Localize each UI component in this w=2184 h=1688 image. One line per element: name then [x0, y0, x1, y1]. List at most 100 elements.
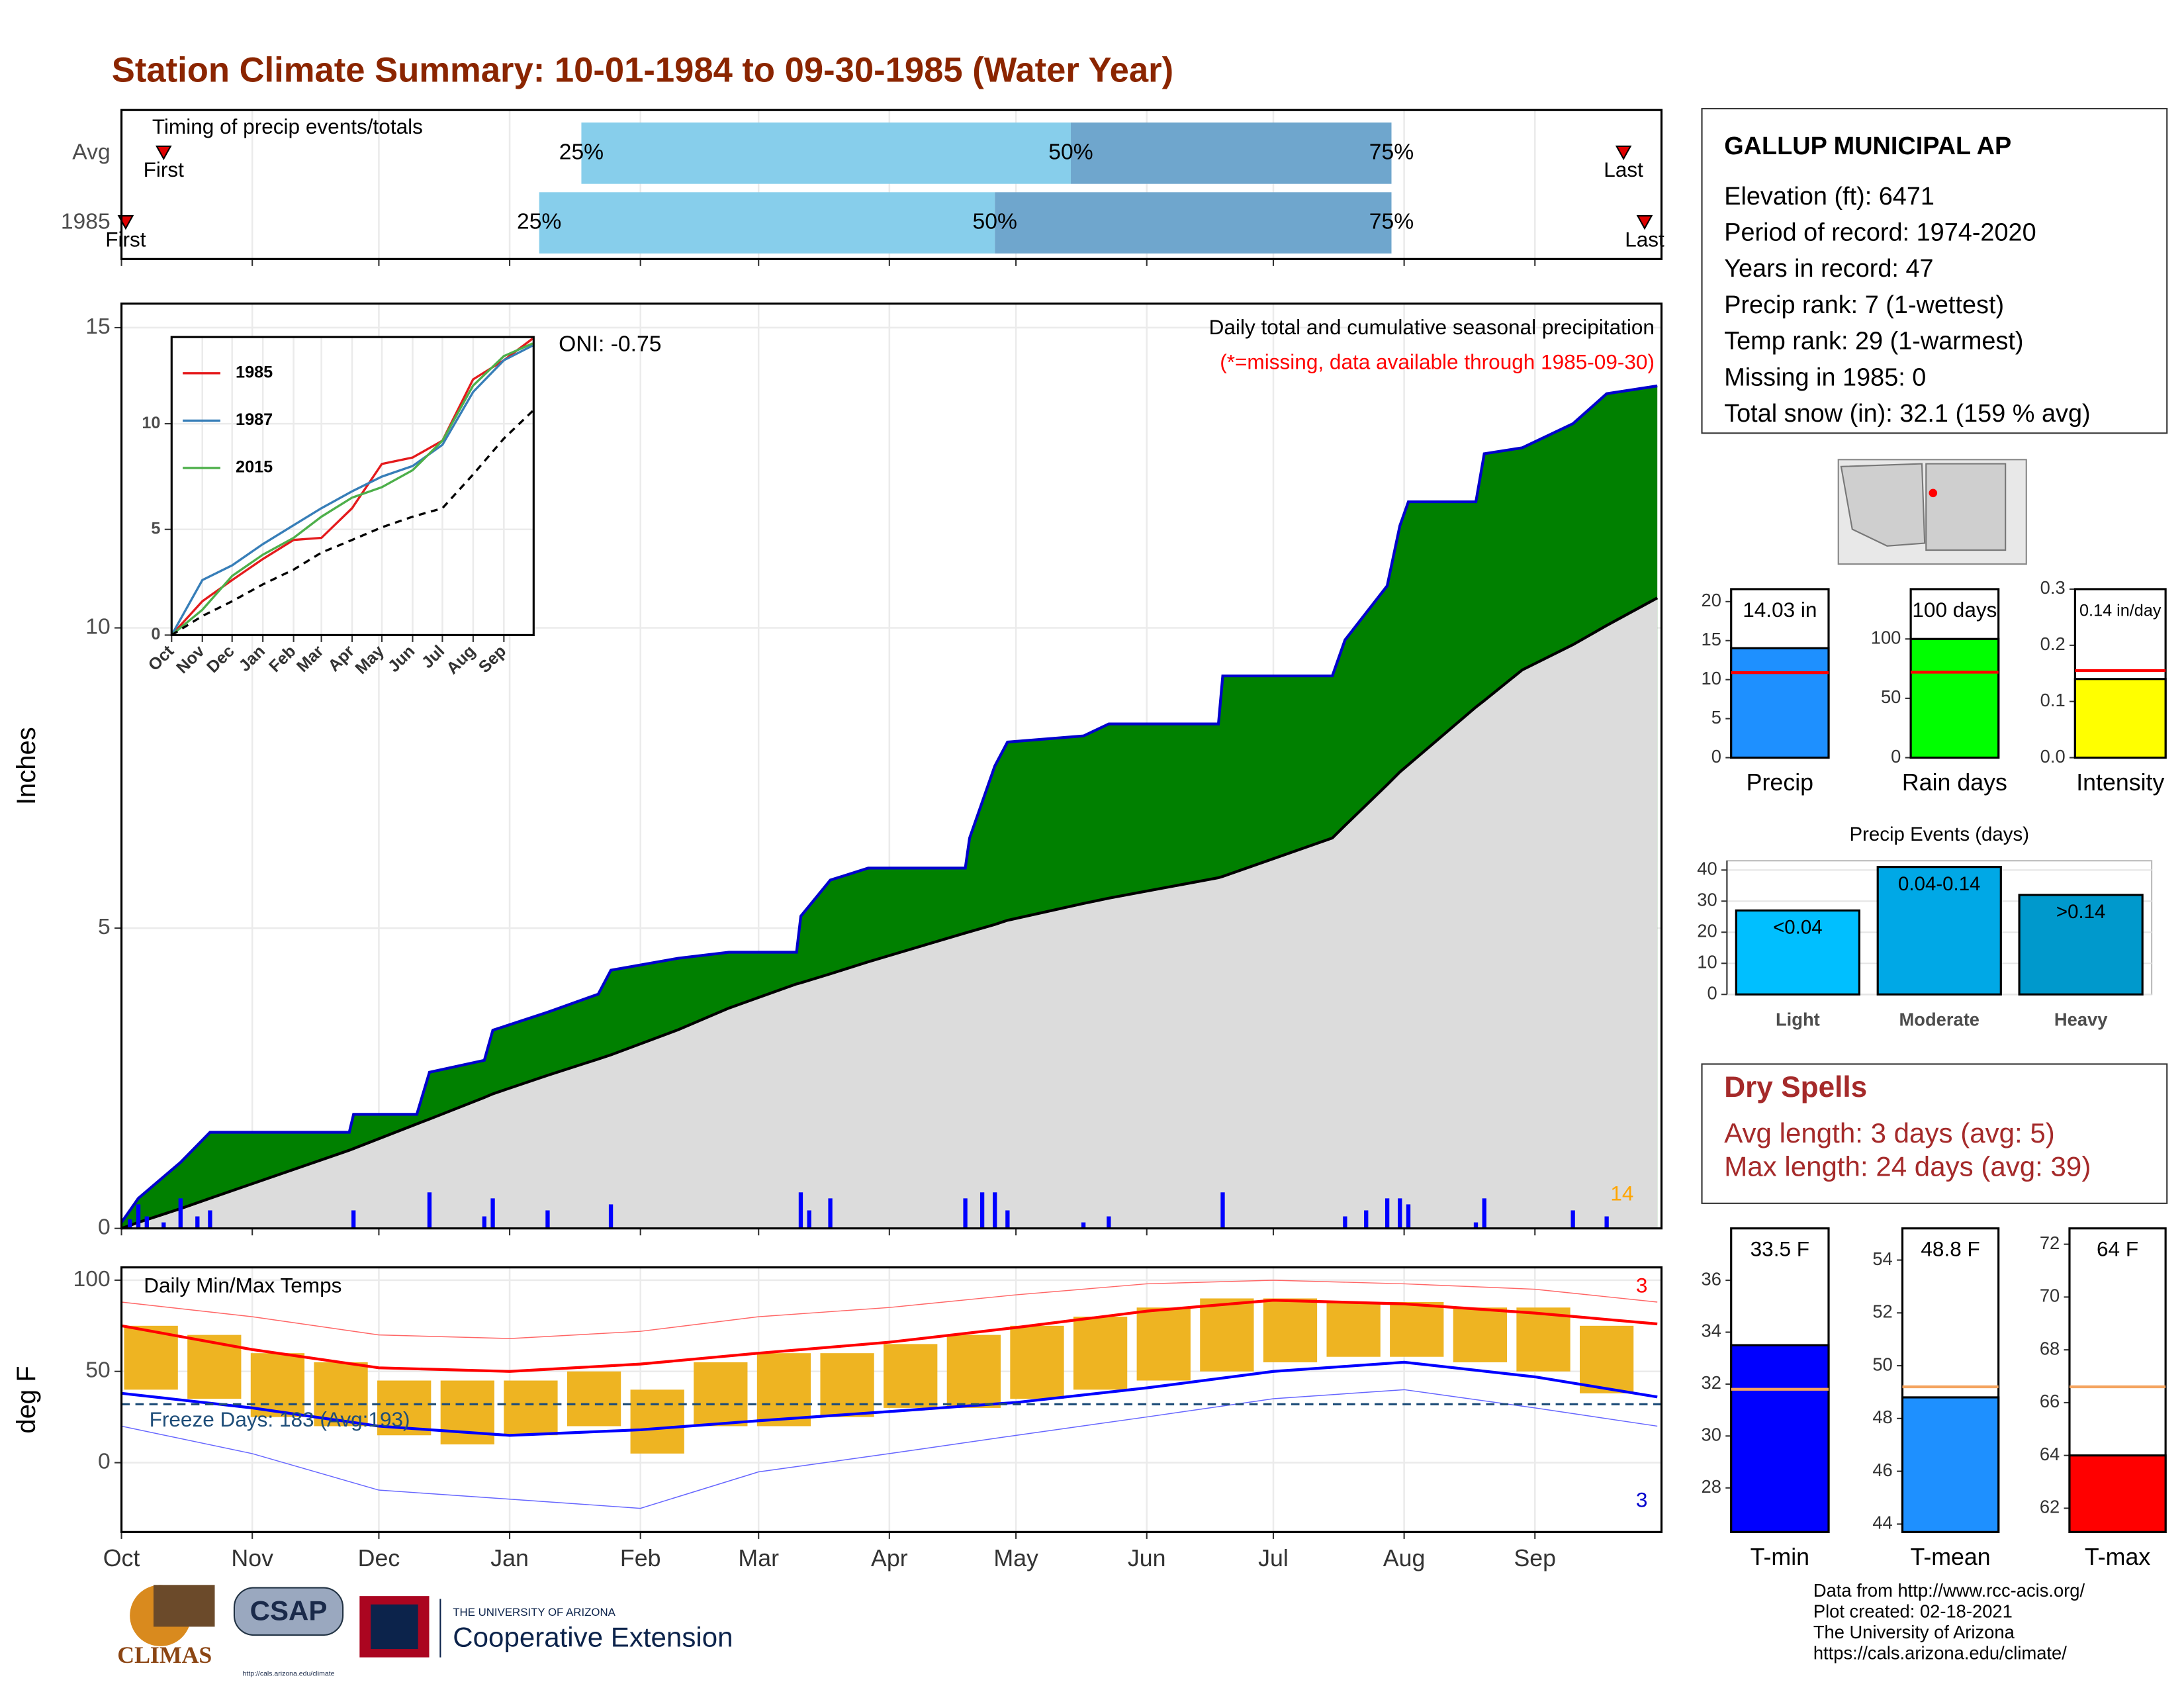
temp-bar [504, 1380, 558, 1436]
y-tick-label: 28 [1702, 1476, 1721, 1497]
daily-bar [144, 1216, 149, 1229]
plot-frame [170, 336, 535, 636]
temp-bar [567, 1371, 621, 1427]
daily-bar [1343, 1216, 1347, 1229]
temp-bar [820, 1353, 874, 1417]
y-tick-label: 70 [2040, 1286, 2060, 1306]
y-tick-label: 20 [1697, 921, 1717, 941]
temp-line [121, 1299, 1658, 1373]
area-fill [121, 598, 1658, 1229]
temp-bar [1579, 1325, 1634, 1393]
x-tick-label: Oct [103, 1545, 140, 1571]
panel-title: Daily Min/Max Temps [144, 1273, 341, 1297]
panel-frame [1701, 108, 2168, 434]
y-tick-label: 0 [98, 1449, 111, 1474]
map-state [1840, 463, 1926, 547]
x-tick-label: Mar [738, 1545, 779, 1571]
university-name: THE UNIVERSITY OF ARIZONA [453, 1606, 615, 1618]
y-tick-label: 0.1 [2040, 690, 2066, 710]
temp-line [121, 1389, 1658, 1509]
y-tick-label: 10 [1697, 951, 1717, 972]
station-line: Total snow (in): 32.1 (159 % avg) [1724, 400, 2090, 428]
y-tick-label: 15 [85, 314, 110, 339]
daily-bar [136, 1204, 141, 1229]
csap-url: http://cals.arizona.edu/climate [243, 1670, 335, 1678]
daily-bar [807, 1210, 811, 1229]
daily-bar [1398, 1198, 1402, 1229]
bar [2073, 678, 2167, 759]
last-label: Last [1625, 227, 1664, 251]
temp-bar [1453, 1307, 1508, 1362]
csap-cloud [233, 1587, 344, 1636]
panel-frame [1701, 1063, 2168, 1204]
area-line [120, 384, 1658, 1223]
plot-frame [120, 303, 1663, 1230]
series-line [171, 338, 533, 636]
temp-bar [1200, 1298, 1254, 1372]
daily-bar [963, 1198, 968, 1229]
plot-frame [120, 109, 1663, 260]
footer-line: Plot created: 02-18-2021 [1813, 1601, 2013, 1622]
station-line: Period of record: 1974-2020 [1724, 218, 2036, 246]
temp-bar [946, 1335, 1001, 1408]
value-label: 100 days [1912, 598, 1997, 622]
temp-bar [1516, 1307, 1570, 1372]
y-axis-label: deg F [12, 1366, 41, 1433]
temp-bar [756, 1353, 811, 1427]
last-marker [1636, 215, 1653, 230]
daily-bar [427, 1192, 432, 1229]
y-tick-label: 48 [1872, 1407, 1892, 1427]
daily-bar [1220, 1192, 1225, 1229]
climas-logo: CLIMAS [117, 1642, 212, 1668]
y-tick-label: 5 [151, 519, 160, 538]
x-tick-label: Jun [1128, 1545, 1166, 1571]
y-tick-label: 0.0 [2040, 746, 2066, 767]
daily-bar [195, 1216, 200, 1229]
bar [1735, 909, 1860, 996]
x-tick-label: Nov [231, 1545, 273, 1571]
bar [1901, 1396, 2000, 1533]
x-tick-label: Feb [620, 1545, 661, 1571]
daily-bar [1406, 1204, 1411, 1229]
bin-label: 0.04-0.14 [1898, 873, 1980, 895]
station-line: Missing in 1985: 0 [1724, 363, 1926, 391]
legend-label: 1985 [236, 363, 273, 382]
freeze-label: Freeze Days: 183 (Avg:193) [150, 1407, 410, 1431]
bar [2018, 894, 2144, 996]
x-tick-label: Aug [1383, 1545, 1426, 1571]
station-dot [1929, 489, 1938, 498]
y-tick-label: 0 [151, 625, 160, 643]
station-panel: GALLUP MUNICIPAL AP Elevation (ft): 6471… [1701, 108, 2168, 434]
y-tick-label: 0.2 [2040, 633, 2066, 654]
temp-bar [1010, 1325, 1064, 1399]
x-tick-label: Dec [358, 1545, 400, 1571]
y-tick-label: 0 [98, 1215, 111, 1240]
map-state [1925, 463, 2007, 551]
daily-bar [1385, 1198, 1390, 1229]
temp-line [121, 1360, 1658, 1437]
bar [2068, 1454, 2167, 1533]
temp-bar [1073, 1317, 1128, 1390]
annotation: ONI: -0.75 [559, 332, 661, 357]
temp-bar [694, 1362, 748, 1427]
x-tick-label: Sep [1514, 1545, 1556, 1571]
y-tick-label: 20 [1702, 590, 1721, 610]
y-tick-label: 30 [1697, 890, 1717, 910]
logos: CLIMAS CSAP http://cals.arizona.edu/clim… [117, 1585, 733, 1678]
climas-emblem [153, 1585, 215, 1627]
extension-name: Cooperative Extension [453, 1621, 733, 1652]
station-name: GALLUP MUNICIPAL AP [1724, 132, 2011, 160]
quartile-bar [995, 192, 1392, 254]
last-label: Last [1604, 158, 1643, 181]
daily-bar [828, 1198, 833, 1229]
footer-line: Data from http://www.rcc-acis.org/ [1813, 1580, 2085, 1601]
temp-bar [884, 1344, 938, 1408]
chart-title: Precip Events (days) [1849, 823, 2029, 845]
daily-bar [1570, 1210, 1575, 1229]
y-tick-label: 66 [2040, 1391, 2060, 1411]
y-axis-label: Inches [12, 727, 41, 805]
record-high-count: 3 [1636, 1273, 1648, 1297]
temp-bar [630, 1389, 684, 1454]
temp-bar [1263, 1298, 1318, 1362]
temp-bar [1390, 1301, 1444, 1357]
